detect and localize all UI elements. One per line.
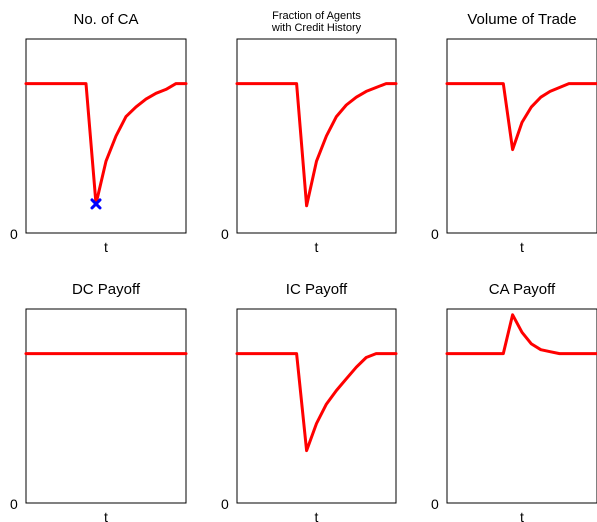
- series-line: [235, 352, 398, 453]
- plot-frame: [236, 308, 397, 504]
- series-line: [445, 313, 597, 356]
- y-tick-label: 0: [431, 496, 439, 512]
- series-line: [235, 82, 398, 208]
- y-tick-label: 0: [221, 496, 229, 512]
- chart-title: CA Payoff: [489, 281, 556, 298]
- chart-panel-6: CA Payoff 0 t: [431, 281, 597, 522]
- marker-stroke-2: [90, 198, 102, 210]
- chart-title: Fraction of Agents with Credit History: [271, 10, 362, 34]
- chart-panel-3: Volume of Trade 0 t: [431, 11, 597, 255]
- x-axis-label: t: [520, 239, 524, 255]
- chart-title: IC Payoff: [286, 281, 348, 298]
- x-axis-label: t: [104, 509, 108, 522]
- plot-frame: [446, 308, 597, 504]
- plot-frame: [25, 38, 187, 234]
- chart-title-line-1: Fraction of Agents: [272, 10, 361, 22]
- marker-x: [90, 198, 102, 210]
- series-line: [24, 82, 188, 206]
- y-tick-label: 0: [10, 226, 18, 242]
- x-axis-label: t: [520, 509, 524, 522]
- y-tick-label: 0: [221, 226, 229, 242]
- plot-frame: [25, 308, 187, 504]
- y-tick-label: 0: [431, 226, 439, 242]
- chart-panel-1: No. of CA 0 t: [10, 11, 188, 255]
- chart-title-line-2: with Credit History: [271, 22, 362, 34]
- chart-panel-2: Fraction of Agents with Credit History 0 t: [221, 10, 398, 255]
- chart-title: No. of CA: [73, 11, 138, 28]
- chart-title: DC Payoff: [72, 281, 141, 298]
- chart-panel-5: IC Payoff 0 t: [221, 281, 398, 522]
- plot-frame: [236, 38, 397, 234]
- chart-panel-4: DC Payoff 0 t: [10, 281, 188, 522]
- plot-frame: [446, 38, 597, 234]
- series-line: [445, 82, 597, 152]
- chart-title: Volume of Trade: [467, 11, 576, 28]
- y-tick-label: 0: [10, 496, 18, 512]
- x-axis-label: t: [104, 239, 108, 255]
- x-axis-label: t: [315, 509, 319, 522]
- x-axis-label: t: [315, 239, 319, 255]
